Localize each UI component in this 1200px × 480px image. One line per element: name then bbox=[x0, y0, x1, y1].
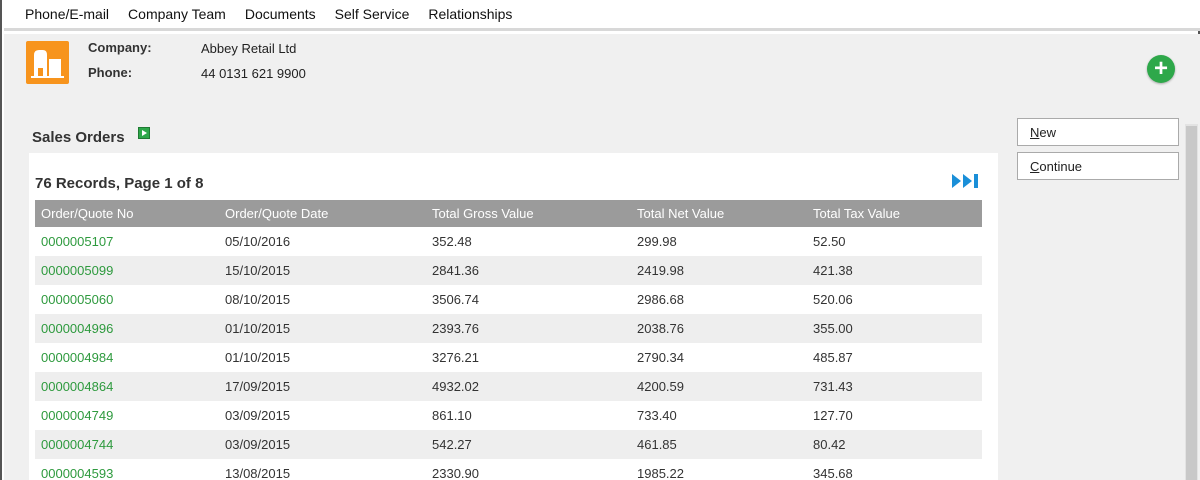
tax-value-cell: 52.50 bbox=[813, 234, 846, 249]
nav-item-documents[interactable]: Documents bbox=[244, 6, 316, 22]
tax-value-cell: 127.70 bbox=[813, 408, 853, 423]
tax-value-cell: 80.42 bbox=[807, 430, 982, 459]
plus-icon: + bbox=[1153, 55, 1168, 82]
section-title: Sales Orders bbox=[32, 129, 125, 146]
gross-value-cell: 542.27 bbox=[426, 430, 631, 459]
tax-value-cell: 355.00 bbox=[807, 314, 982, 343]
continue-button-label: Continue bbox=[1030, 158, 1083, 174]
net-value-cell: 2419.98 bbox=[631, 256, 807, 285]
gross-value-cell: 3276.21 bbox=[432, 350, 479, 365]
order-no-link[interactable]: 0000004744 bbox=[35, 430, 219, 459]
nav-item-phone-email[interactable]: Phone/E-mail bbox=[25, 6, 110, 22]
new-button[interactable]: New bbox=[1017, 118, 1179, 146]
order-no-link[interactable]: 0000004749 bbox=[41, 408, 114, 423]
order-date-cell: 05/10/2016 bbox=[225, 234, 291, 249]
table-row[interactable]: 0000004744 03/09/2015 542.27 461.85 80.42 bbox=[35, 430, 982, 459]
table-row[interactable]: 0000004996 01/10/2015 2393.76 2038.76 355.00 bbox=[35, 314, 982, 343]
gross-value-cell: 861.10 bbox=[432, 408, 472, 423]
column-header-order-no[interactable]: Order/Quote No bbox=[35, 200, 219, 227]
table-row[interactable]: 0000004749 03/09/2015 861.10 733.40 127.70 bbox=[35, 401, 982, 430]
sales-orders-panel: 76 Records, Page 1 of 8 Order/Quote No O… bbox=[29, 153, 998, 480]
order-no-link[interactable]: 0000004984 bbox=[41, 350, 114, 365]
net-value-cell: 2790.34 bbox=[637, 350, 684, 365]
tax-value-cell: 520.06 bbox=[813, 292, 853, 307]
tax-value-cell: 731.43 bbox=[807, 372, 982, 401]
table-row[interactable]: 0000005060 08/10/2015 3506.74 2986.68 520.06 bbox=[35, 285, 982, 314]
order-date-cell: 03/09/2015 bbox=[219, 430, 426, 459]
order-date-cell: 01/10/2015 bbox=[225, 350, 291, 365]
order-no-link[interactable]: 0000005060 bbox=[41, 292, 114, 307]
sales-orders-table: Order/Quote No Order/Quote Date Total Gr… bbox=[35, 200, 982, 480]
phone-value: 44 0131 621 9900 bbox=[201, 66, 306, 81]
nav-item-company-team[interactable]: Company Team bbox=[128, 6, 226, 22]
table-row[interactable]: 0000004864 17/09/2015 4932.02 4200.59 731.43 bbox=[35, 372, 982, 401]
order-date-cell: 17/09/2015 bbox=[219, 372, 426, 401]
gross-value-cell: 2330.90 bbox=[432, 466, 479, 480]
gross-value-cell: 4932.02 bbox=[426, 372, 631, 401]
scrollbar-thumb[interactable] bbox=[1186, 126, 1197, 480]
net-value-cell: 2986.68 bbox=[637, 292, 684, 307]
column-header-order-date[interactable]: Order/Quote Date bbox=[219, 200, 426, 227]
order-date-cell: 08/10/2015 bbox=[225, 292, 291, 307]
new-button-label: New bbox=[1030, 124, 1057, 140]
net-value-cell: 1985.22 bbox=[637, 466, 684, 480]
net-value-cell: 2038.76 bbox=[631, 314, 807, 343]
table-body: 0000005107 05/10/2016 352.48 299.98 52.50 000… bbox=[35, 227, 982, 480]
order-no-link[interactable]: 0000004996 bbox=[35, 314, 219, 343]
gross-value-cell: 3506.74 bbox=[432, 292, 479, 307]
gross-value-cell: 352.48 bbox=[432, 234, 472, 249]
last-page-icon[interactable] bbox=[950, 172, 982, 190]
gross-value-cell: 2393.76 bbox=[426, 314, 631, 343]
column-header-net-value[interactable]: Total Net Value bbox=[631, 200, 807, 227]
column-header-gross-value[interactable]: Total Gross Value bbox=[426, 200, 631, 227]
net-value-cell: 461.85 bbox=[631, 430, 807, 459]
order-no-link[interactable]: 0000004593 bbox=[41, 466, 114, 480]
table-row[interactable]: 0000004593 13/08/2015 2330.90 1985.22 345.68 bbox=[35, 459, 982, 480]
order-no-link[interactable]: 0000004864 bbox=[35, 372, 219, 401]
main-content: + Company: Abbey Retail Ltd Phone: 44 01… bbox=[4, 34, 1200, 480]
continue-button[interactable]: Continue bbox=[1017, 152, 1179, 180]
order-date-cell: 03/09/2015 bbox=[225, 408, 291, 423]
nav-item-self-service[interactable]: Self Service bbox=[334, 6, 410, 22]
table-row[interactable]: 0000004984 01/10/2015 3276.21 2790.34 485.87 bbox=[35, 343, 982, 372]
net-value-cell: 299.98 bbox=[637, 234, 677, 249]
table-row[interactable]: 0000005107 05/10/2016 352.48 299.98 52.50 bbox=[35, 227, 982, 256]
play-flag-icon[interactable] bbox=[138, 127, 150, 139]
order-date-cell: 13/08/2015 bbox=[225, 466, 291, 480]
tax-value-cell: 345.68 bbox=[813, 466, 853, 480]
tax-value-cell: 485.87 bbox=[813, 350, 853, 365]
column-header-tax-value[interactable]: Total Tax Value bbox=[807, 200, 982, 227]
table-header-row: Order/Quote No Order/Quote Date Total Gr… bbox=[35, 200, 982, 227]
net-value-cell: 4200.59 bbox=[631, 372, 807, 401]
gross-value-cell: 2841.36 bbox=[426, 256, 631, 285]
top-navigation: Phone/E-mail Company Team Documents Self… bbox=[4, 0, 1200, 31]
company-building-icon bbox=[26, 41, 69, 84]
table-row[interactable]: 0000005099 15/10/2015 2841.36 2419.98 421.38 bbox=[35, 256, 982, 285]
order-date-cell: 15/10/2015 bbox=[219, 256, 426, 285]
order-no-link[interactable]: 0000005099 bbox=[35, 256, 219, 285]
records-summary: 76 Records, Page 1 of 8 bbox=[35, 175, 204, 192]
order-no-link[interactable]: 0000005107 bbox=[41, 234, 114, 249]
phone-label: Phone: bbox=[88, 65, 133, 80]
company-value: Abbey Retail Ltd bbox=[201, 41, 297, 56]
tax-value-cell: 421.38 bbox=[807, 256, 982, 285]
order-date-cell: 01/10/2015 bbox=[219, 314, 426, 343]
add-button[interactable]: + bbox=[1147, 55, 1175, 83]
company-label: Company: bbox=[88, 40, 152, 55]
net-value-cell: 733.40 bbox=[637, 408, 677, 423]
nav-item-relationships[interactable]: Relationships bbox=[428, 6, 513, 22]
